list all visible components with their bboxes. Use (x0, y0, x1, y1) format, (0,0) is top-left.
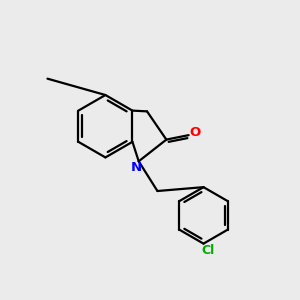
Text: Cl: Cl (201, 244, 214, 257)
Text: O: O (190, 126, 201, 139)
Text: N: N (131, 161, 142, 174)
